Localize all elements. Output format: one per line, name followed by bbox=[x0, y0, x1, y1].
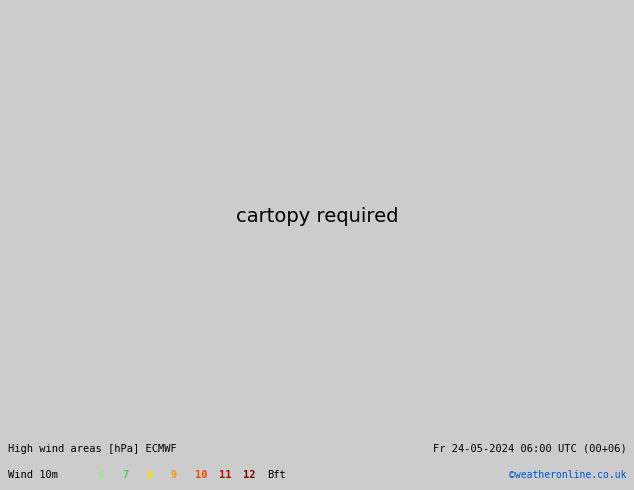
Text: 7: 7 bbox=[122, 470, 129, 480]
Text: Fr 24-05-2024 06:00 UTC (00+06): Fr 24-05-2024 06:00 UTC (00+06) bbox=[432, 444, 626, 454]
Text: 8: 8 bbox=[146, 470, 153, 480]
Text: Wind 10m: Wind 10m bbox=[8, 470, 58, 480]
Text: Bft: Bft bbox=[267, 470, 286, 480]
Text: 6: 6 bbox=[98, 470, 105, 480]
Text: 12: 12 bbox=[243, 470, 256, 480]
Text: ©weatheronline.co.uk: ©weatheronline.co.uk bbox=[509, 470, 626, 480]
Text: 9: 9 bbox=[171, 470, 177, 480]
Text: 11: 11 bbox=[219, 470, 231, 480]
Text: High wind areas [hPa] ECMWF: High wind areas [hPa] ECMWF bbox=[8, 444, 176, 454]
Text: cartopy required: cartopy required bbox=[236, 207, 398, 226]
Text: 10: 10 bbox=[195, 470, 207, 480]
